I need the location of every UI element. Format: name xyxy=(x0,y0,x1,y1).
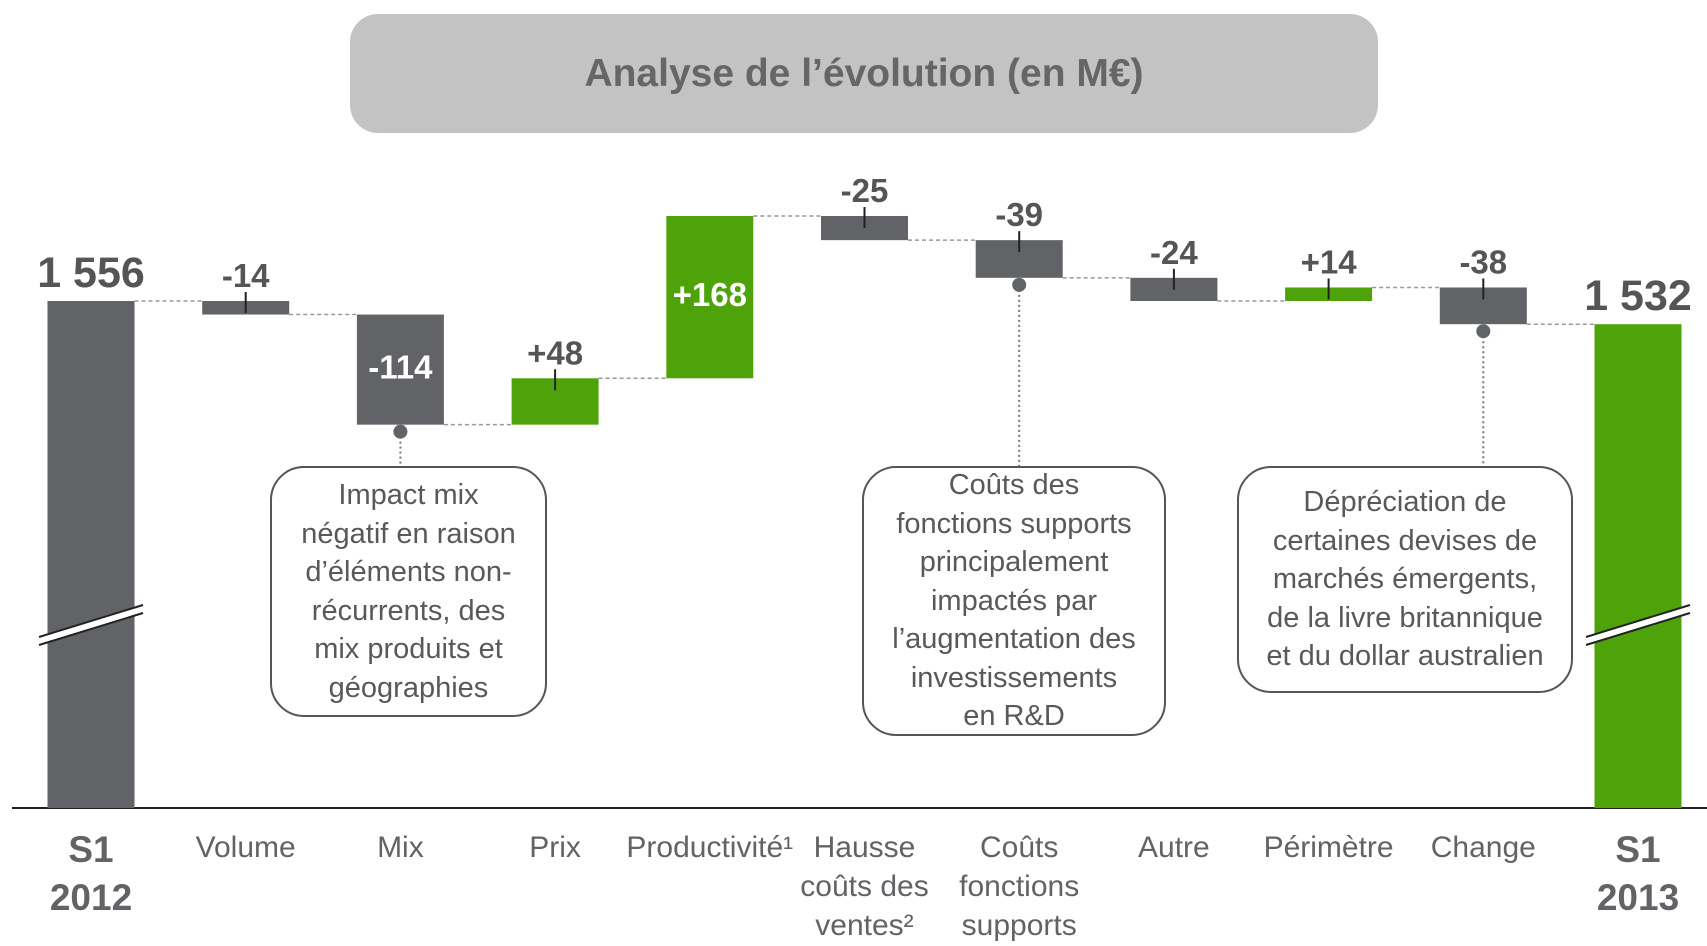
annotation-line: et du dollar australien xyxy=(1266,640,1544,673)
annotation-line: principalement xyxy=(919,546,1109,579)
axis-break-edge xyxy=(1585,612,1691,646)
axis-break-edge xyxy=(38,612,144,646)
axis-break xyxy=(39,605,143,645)
annotation-line: fonctions supports xyxy=(896,507,1132,540)
category-label: Hausse coûts des ventes² xyxy=(800,831,929,942)
value-label: -38 xyxy=(1459,243,1507,280)
annotation-line: certaines devises de xyxy=(1272,524,1538,557)
category-label: Coûts fonctions supports xyxy=(959,831,1080,942)
annotation-line: Impact mix xyxy=(338,479,479,511)
value-label: -14 xyxy=(222,257,270,294)
annotation-line: récurrents, des xyxy=(311,594,506,627)
value-label: -39 xyxy=(995,196,1043,233)
category-label: Volume xyxy=(195,831,296,864)
annotation-line: mix produits et xyxy=(314,633,503,665)
chart-title: Analyse de l’évolution (en M€) xyxy=(350,14,1378,133)
annotation-line: impactés par xyxy=(930,584,1097,617)
annotation-dot xyxy=(393,424,408,439)
annotation-box: Dépréciation de certaines devises de march… xyxy=(1237,466,1573,693)
value-label: +168 xyxy=(673,276,747,313)
annotation-line: marchés émergents, xyxy=(1272,563,1538,596)
category-label: S1 2012 xyxy=(49,829,133,918)
category-label: Productivité¹ xyxy=(626,831,794,864)
category-label: Périmètre xyxy=(1263,831,1394,864)
value-label: 1 556 xyxy=(37,249,145,297)
annotation-line: l’augmentation des xyxy=(892,623,1136,656)
category-label: Prix xyxy=(529,831,581,864)
annotation-line: négatif en raison xyxy=(301,517,516,550)
category-label: Change xyxy=(1430,831,1536,864)
total-bar xyxy=(47,301,135,808)
value-label: -24 xyxy=(1150,234,1198,271)
bar xyxy=(666,216,754,379)
category-label: S1 2013 xyxy=(1596,829,1680,918)
annotation-line: géographies xyxy=(328,671,489,704)
value-label: +14 xyxy=(1301,243,1358,280)
total-bar xyxy=(1594,324,1682,808)
bar xyxy=(356,314,444,425)
annotation-line: d’éléments non- xyxy=(305,556,512,588)
category-label: Autre xyxy=(1138,831,1210,864)
annotation-box: Impact mix négatif en raison d’éléments no… xyxy=(270,466,547,717)
annotation-line: Dépréciation de xyxy=(1303,486,1507,519)
category-label: Mix xyxy=(377,831,424,864)
axis-break-edge xyxy=(38,604,144,638)
annotation-line: Coûts des xyxy=(948,469,1080,502)
annotation-box: Coûts des fonctions supports principalemen… xyxy=(862,466,1166,736)
axis-break-edge xyxy=(1585,604,1691,638)
axis-break xyxy=(1586,605,1690,645)
value-label: 1 532 xyxy=(1584,272,1692,320)
annotation-dot xyxy=(1012,277,1027,292)
value-label: -114 xyxy=(368,348,433,385)
annotation-line: en R&D xyxy=(963,700,1065,733)
annotation-line: investissements xyxy=(910,661,1118,694)
value-label: -25 xyxy=(841,172,889,209)
value-label: +48 xyxy=(527,334,583,371)
annotation-dot xyxy=(1476,324,1491,339)
annotation-line: de la livre britannique xyxy=(1267,601,1543,634)
